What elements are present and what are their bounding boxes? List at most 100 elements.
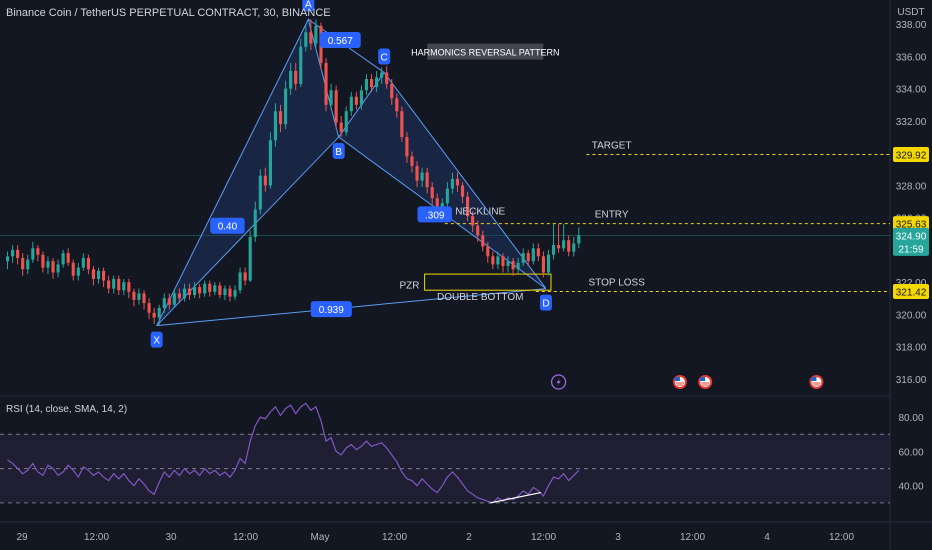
candle[interactable] bbox=[273, 103, 278, 147]
candle[interactable] bbox=[238, 267, 242, 294]
candle[interactable] bbox=[541, 251, 545, 278]
candle[interactable] bbox=[21, 253, 25, 276]
candle[interactable] bbox=[5, 251, 10, 270]
candle[interactable] bbox=[324, 58, 328, 112]
candle[interactable] bbox=[521, 248, 525, 267]
candle[interactable] bbox=[511, 257, 515, 276]
candle[interactable] bbox=[243, 267, 247, 286]
candle[interactable] bbox=[344, 106, 348, 136]
candle[interactable] bbox=[96, 267, 101, 284]
price-tag[interactable]: 325.63 bbox=[893, 216, 929, 232]
candle[interactable] bbox=[460, 182, 465, 204]
candle[interactable] bbox=[450, 172, 454, 194]
candle[interactable] bbox=[314, 19, 318, 49]
candle[interactable] bbox=[420, 167, 424, 188]
candle[interactable] bbox=[430, 182, 434, 205]
candle[interactable] bbox=[248, 230, 252, 283]
candle[interactable] bbox=[56, 259, 60, 278]
candle[interactable] bbox=[334, 85, 338, 129]
candle[interactable] bbox=[71, 259, 75, 281]
candle[interactable] bbox=[471, 211, 475, 233]
candle[interactable] bbox=[127, 278, 131, 299]
price-tag[interactable]: 329.92 bbox=[893, 146, 929, 162]
candle[interactable] bbox=[400, 106, 404, 142]
candle[interactable] bbox=[76, 262, 80, 281]
candle[interactable] bbox=[162, 293, 166, 313]
candle[interactable] bbox=[405, 132, 409, 163]
candle[interactable] bbox=[359, 85, 363, 110]
candle[interactable] bbox=[263, 167, 267, 192]
candle[interactable] bbox=[233, 285, 237, 300]
candle[interactable] bbox=[16, 245, 20, 265]
candle[interactable] bbox=[182, 283, 187, 302]
candle[interactable] bbox=[218, 282, 222, 299]
candle[interactable] bbox=[213, 282, 217, 296]
candle[interactable] bbox=[445, 182, 449, 207]
candle[interactable] bbox=[531, 243, 535, 265]
candle[interactable] bbox=[496, 251, 500, 270]
candle[interactable] bbox=[26, 254, 30, 275]
candle[interactable] bbox=[415, 161, 419, 188]
candle[interactable] bbox=[132, 288, 136, 307]
flag-us-icon[interactable] bbox=[698, 375, 713, 389]
candle[interactable] bbox=[395, 93, 399, 118]
candle[interactable] bbox=[536, 243, 540, 262]
candle[interactable] bbox=[572, 237, 576, 257]
event-markers[interactable] bbox=[550, 374, 824, 390]
candle[interactable] bbox=[455, 172, 460, 192]
candle[interactable] bbox=[375, 70, 379, 92]
candle[interactable] bbox=[177, 288, 181, 304]
candle[interactable] bbox=[258, 169, 262, 215]
candle[interactable] bbox=[294, 62, 298, 91]
candle[interactable] bbox=[410, 151, 414, 173]
candle[interactable] bbox=[486, 241, 490, 263]
candle[interactable] bbox=[425, 167, 429, 194]
candle[interactable] bbox=[137, 288, 141, 305]
candle[interactable] bbox=[167, 293, 171, 310]
candle[interactable] bbox=[339, 116, 343, 138]
rsi-pane[interactable] bbox=[0, 402, 890, 504]
candle[interactable] bbox=[117, 275, 121, 296]
candle[interactable] bbox=[354, 91, 358, 110]
candle[interactable] bbox=[193, 282, 197, 299]
candle[interactable] bbox=[491, 251, 495, 270]
candle[interactable] bbox=[466, 191, 470, 221]
candle[interactable] bbox=[567, 235, 571, 257]
candle[interactable] bbox=[390, 79, 394, 105]
rsi-title[interactable]: RSI (14, close, SMA, 14, 2) bbox=[6, 404, 128, 415]
candle[interactable] bbox=[501, 253, 505, 273]
price-tag[interactable]: 321.42 bbox=[893, 283, 929, 299]
candle[interactable] bbox=[198, 283, 202, 299]
candle[interactable] bbox=[268, 132, 272, 189]
candle[interactable] bbox=[369, 74, 374, 92]
candle[interactable] bbox=[284, 80, 288, 129]
flag-us-icon[interactable] bbox=[672, 375, 687, 389]
candle[interactable] bbox=[364, 74, 369, 96]
candle[interactable] bbox=[223, 285, 227, 300]
lightning-icon[interactable] bbox=[550, 374, 567, 390]
candle[interactable] bbox=[329, 83, 333, 110]
candle[interactable] bbox=[546, 249, 551, 276]
candle[interactable] bbox=[203, 280, 207, 297]
candle[interactable] bbox=[506, 256, 510, 273]
candle[interactable] bbox=[122, 278, 126, 296]
candle[interactable] bbox=[31, 241, 35, 263]
candle[interactable] bbox=[380, 67, 384, 84]
candle[interactable] bbox=[208, 280, 212, 297]
candle[interactable] bbox=[289, 62, 293, 96]
candle[interactable] bbox=[152, 307, 156, 325]
candle[interactable] bbox=[66, 248, 70, 267]
candle[interactable] bbox=[61, 249, 65, 268]
candle[interactable] bbox=[304, 24, 308, 52]
candle[interactable] bbox=[476, 220, 480, 242]
candle[interactable] bbox=[562, 224, 566, 252]
candle[interactable] bbox=[516, 257, 520, 275]
candle[interactable] bbox=[526, 249, 530, 267]
candle[interactable] bbox=[385, 66, 389, 89]
candle[interactable] bbox=[147, 298, 151, 320]
price-tag[interactable]: 324.90 21:59 bbox=[893, 227, 929, 256]
candle[interactable] bbox=[86, 254, 90, 275]
price-candles[interactable] bbox=[5, 19, 581, 326]
symbol-title[interactable]: Binance Coin / TetherUS PERPETUAL CONTRA… bbox=[6, 7, 331, 19]
candle[interactable] bbox=[81, 253, 85, 271]
